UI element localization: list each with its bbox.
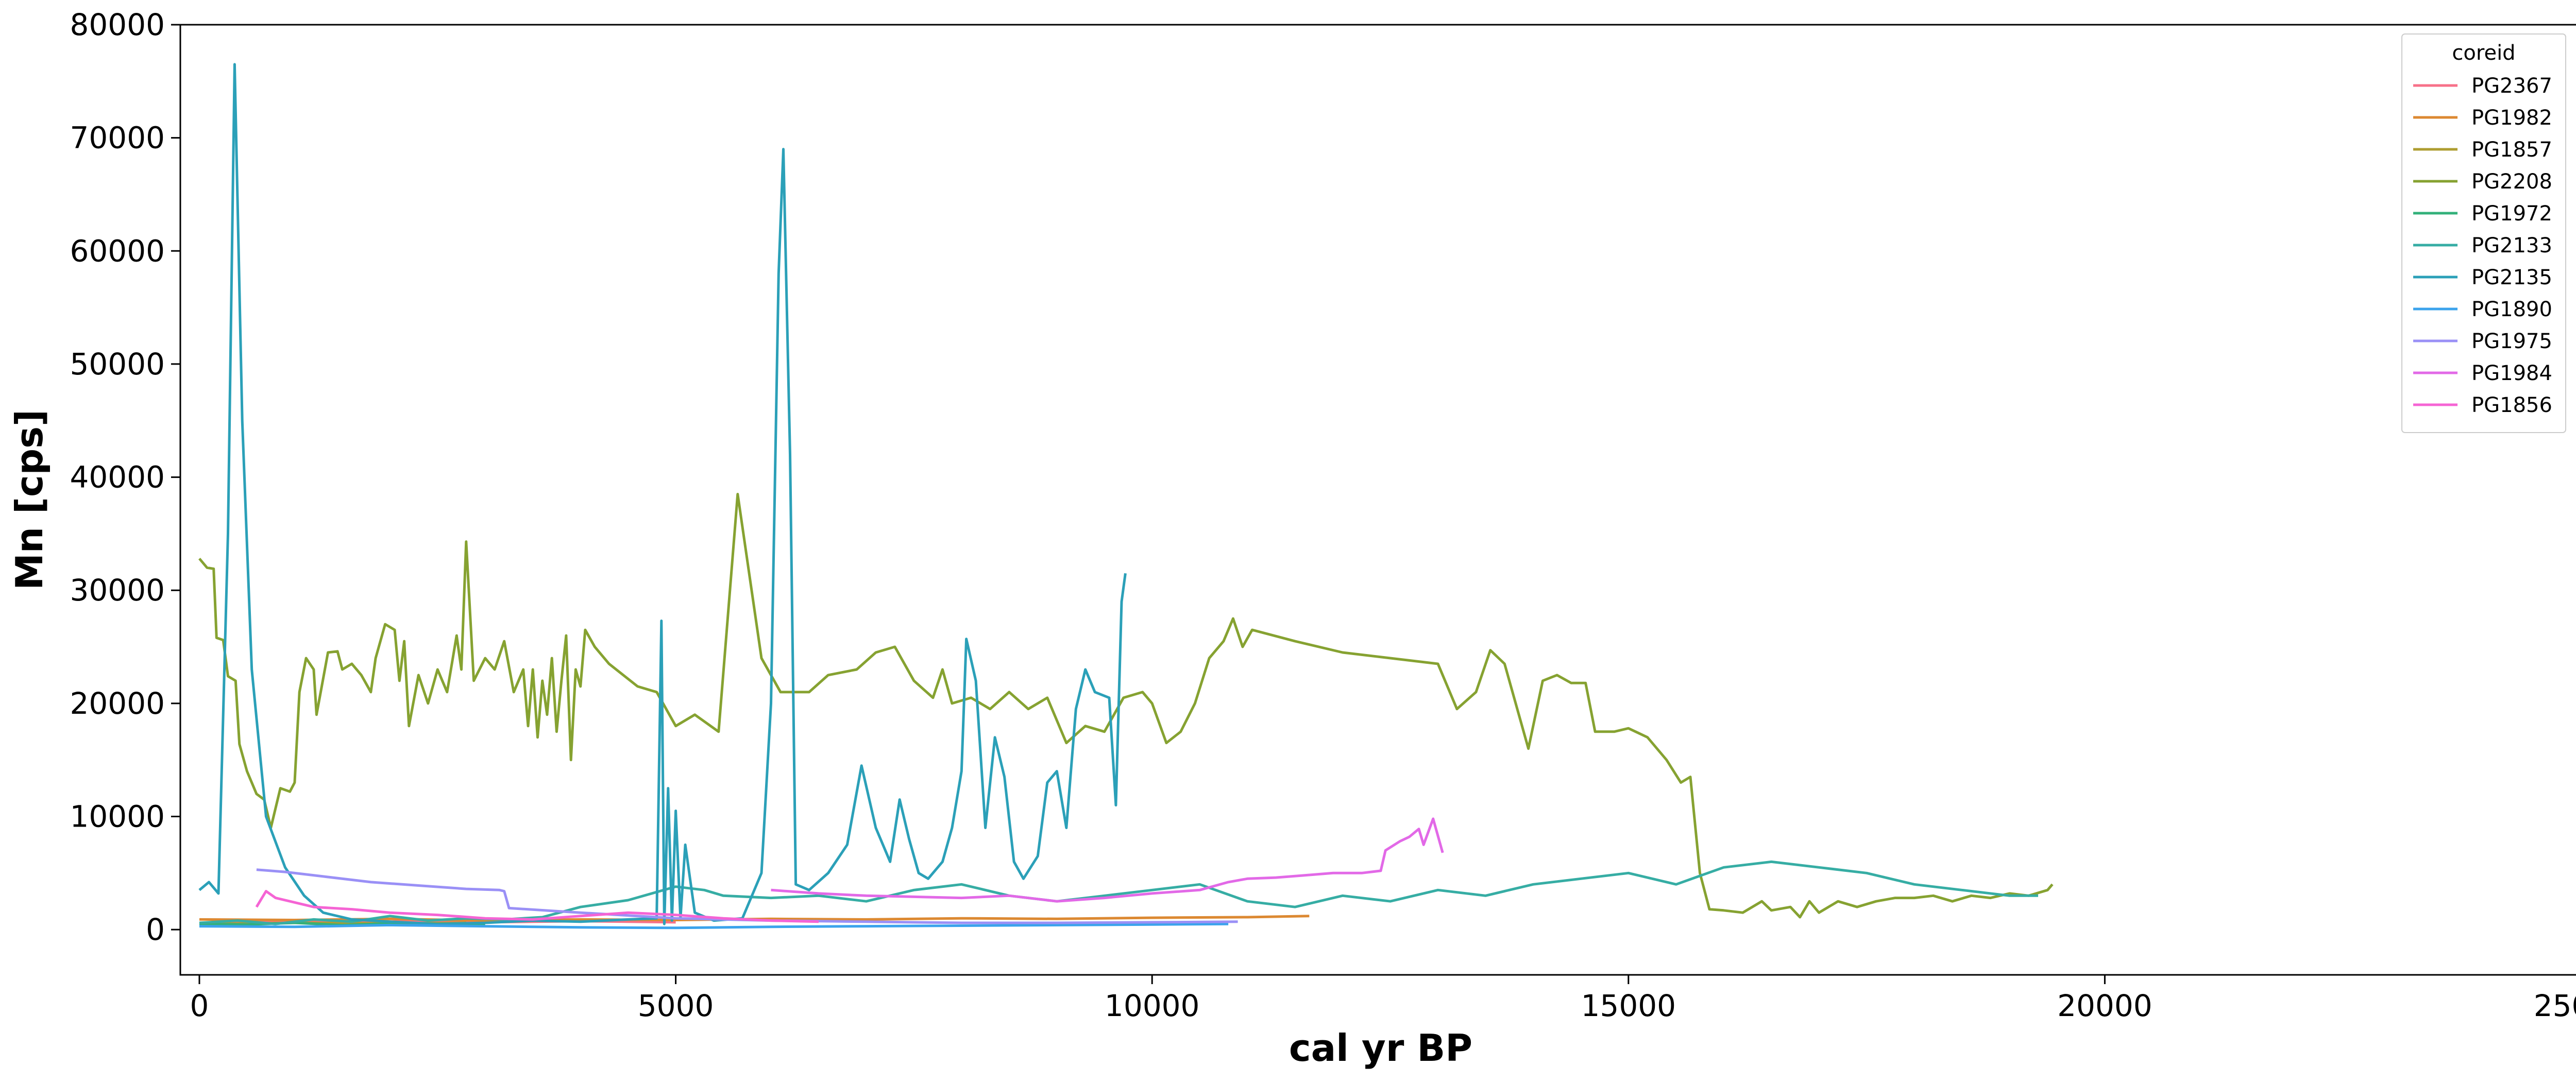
legend-label-pg1890: PG1890: [2471, 298, 2552, 321]
legend-label-pg1972: PG1972: [2471, 202, 2552, 226]
legend-label-pg1857: PG1857: [2471, 138, 2552, 162]
y-tick-label: 60000: [70, 233, 165, 268]
y-tick-label: 70000: [70, 121, 165, 156]
legend-label-pg2135: PG2135: [2471, 266, 2552, 289]
series-line-pg1890: [199, 922, 1229, 930]
legend-title: coreid: [2452, 41, 2515, 65]
legend-items: PG2367 PG1982 PG1857 PG2208 PG1972 PG2133 PG21…: [2413, 74, 2552, 417]
x-tick-label: 20000: [2057, 988, 2153, 1023]
y-tick-label: 20000: [70, 686, 165, 721]
series-line-pg1856: [255, 890, 819, 923]
x-tick-label: 15000: [1581, 988, 1676, 1023]
legend-box: [2401, 33, 2566, 433]
series-line-pg1982: [199, 915, 1310, 922]
plot-frame: [179, 24, 2576, 976]
y-tick-label: 40000: [70, 460, 165, 495]
series-line-pg1984: [771, 817, 1444, 903]
legend-label-pg1984: PG1984: [2471, 362, 2552, 385]
x-tick-label: 5000: [638, 988, 714, 1023]
x-axis-ticks: 0 5000 10000 15000 20000 25000: [190, 975, 2576, 1023]
legend: coreid PG2367PG1982PG1857PG2208PG1972PG2…: [2401, 33, 2566, 433]
legend-label-pg2208: PG2208: [2471, 170, 2552, 194]
y-tick-label: 10000: [70, 799, 165, 834]
x-tick-label: 0: [190, 988, 209, 1023]
series-lines: [198, 63, 2054, 930]
legend-label-pg2367: PG2367: [2471, 74, 2552, 98]
y-tick-label: 50000: [70, 347, 165, 382]
series-line-pg1975: [256, 868, 1238, 924]
legend-label-pg2133: PG2133: [2471, 234, 2552, 257]
series-line-pg2133: [199, 860, 2038, 925]
legend-label-pg1982: PG1982: [2471, 106, 2552, 130]
y-tick-label: 30000: [70, 573, 165, 608]
series-line-pg2135: [198, 63, 1127, 925]
x-tick-label: 25000: [2534, 988, 2576, 1023]
series-line-pg2208: [198, 493, 2054, 919]
x-axis-title: cal yr BP: [1289, 1026, 1472, 1070]
y-tick-label: 80000: [70, 7, 165, 42]
x-tick-label: 10000: [1105, 988, 1200, 1023]
legend-label-pg1856: PG1856: [2471, 393, 2552, 417]
y-axis-title: Mn [cps]: [8, 409, 51, 590]
y-tick-label: 0: [146, 912, 165, 947]
y-axis-ticks: 0 10000 20000 30000 40000 50000 60000 70000 8000…: [70, 7, 180, 947]
legend-label-pg1975: PG1975: [2471, 330, 2552, 353]
